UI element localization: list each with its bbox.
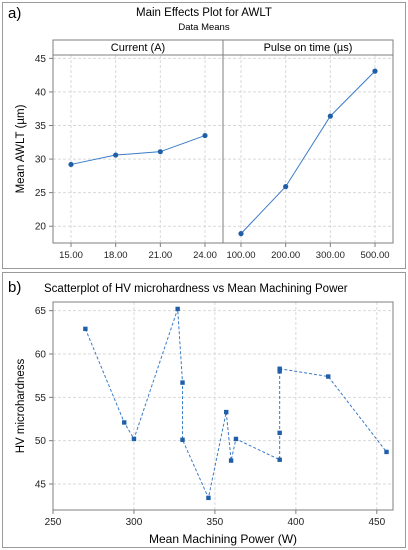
data-point <box>233 436 239 442</box>
data-point <box>238 231 244 237</box>
data-point <box>277 430 282 436</box>
data-point <box>277 369 282 374</box>
series-line <box>70 135 206 165</box>
facet-header-label: Current (A) <box>111 42 165 54</box>
x-tick-label: 400 <box>288 517 305 528</box>
y-tick-label: 65 <box>35 306 47 317</box>
data-point <box>180 437 185 442</box>
x-tick-label: 300.00 <box>316 250 345 261</box>
y-tick-label: 30 <box>35 155 47 166</box>
plot-frame <box>52 301 394 511</box>
panel-b-frame <box>2 272 406 548</box>
data-point <box>113 152 119 158</box>
data-point <box>283 184 289 190</box>
x-tick-label: 250 <box>45 517 62 528</box>
data-point <box>384 449 389 455</box>
y-tick-label: 50 <box>35 436 47 447</box>
data-point <box>131 436 137 442</box>
series-line <box>240 70 376 234</box>
y-tick-label: 25 <box>35 188 47 199</box>
data-point <box>206 495 211 501</box>
y-axis-label: Mean AWLT (µm) <box>15 104 27 193</box>
y-tick-label: 60 <box>35 350 47 361</box>
y-tick-label: 45 <box>35 480 47 491</box>
x-tick-label: 350 <box>207 517 224 528</box>
x-tick-label: 24.00 <box>193 250 217 261</box>
x-tick-label: 18.00 <box>104 250 128 261</box>
x-tick-label: 200.00 <box>271 250 300 261</box>
data-point <box>180 380 185 385</box>
data-point <box>122 420 127 425</box>
x-tick-label: 500.00 <box>360 250 389 261</box>
data-point <box>277 366 282 371</box>
y-tick-label: 55 <box>35 393 47 404</box>
x-tick-label: 450 <box>368 517 385 528</box>
data-point <box>228 458 234 463</box>
scatter-plot: 45 50 55 60 65 250 300 350 400 450 Mean Machining … <box>15 301 394 546</box>
data-point <box>157 149 163 155</box>
data-point <box>327 113 333 119</box>
scatterplot-title: Scatterplot of HV microhardness vs Mean … <box>44 283 348 295</box>
connecting-line <box>84 308 387 500</box>
x-tick-label: 300 <box>126 517 143 528</box>
y-tick-label: 20 <box>35 222 47 233</box>
data-point <box>372 68 378 74</box>
data-point <box>202 132 208 139</box>
data-point <box>83 326 88 332</box>
y-tick-label: 35 <box>35 121 47 132</box>
main-effects-plot: 20 25 30 35 40 45 Current (A) 15.00 18.00 21.00 24… <box>15 39 394 261</box>
main-effects-title: Main Effects Plot for AWLT <box>136 7 272 19</box>
panel-a-label: a) <box>8 5 22 22</box>
data-point <box>175 306 180 312</box>
data-point <box>224 409 229 415</box>
data-point <box>326 374 331 379</box>
y-tick-label: 40 <box>35 87 47 98</box>
data-point <box>68 161 74 168</box>
y-axis-label: HV microhardness <box>15 358 27 453</box>
facet-header-label: Pulse on time (µs) <box>264 42 353 54</box>
x-tick-label: 100.00 <box>226 250 255 261</box>
main-effects-subtitle: Data Means <box>178 22 230 33</box>
y-tick-label: 45 <box>35 54 47 65</box>
x-tick-label: 21.00 <box>148 250 172 261</box>
x-tick-label: 15.00 <box>59 250 83 261</box>
data-point <box>277 457 282 462</box>
panel-b-label: b) <box>8 279 22 296</box>
x-axis-label: Mean Machining Power (W) <box>149 532 297 546</box>
